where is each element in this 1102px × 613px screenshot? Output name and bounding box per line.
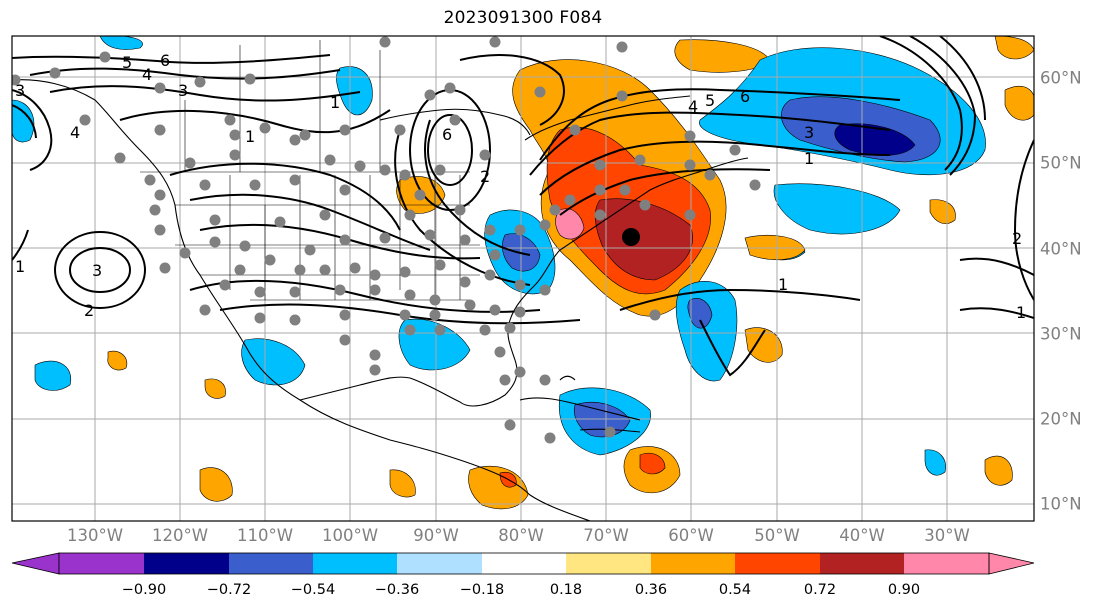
lat-label: 60°N — [1040, 68, 1082, 88]
lon-label: 80°W — [498, 526, 544, 545]
cold-anomaly-band-core — [834, 123, 916, 156]
contour-label: 5 — [122, 53, 132, 72]
contour-label: 2 — [1012, 229, 1022, 248]
lat-label: 30°N — [1040, 324, 1082, 344]
contour-label: 6 — [160, 51, 170, 70]
cold-anomaly-pacific — [34, 360, 72, 391]
colorbar-high-arrow — [988, 552, 1035, 575]
lat-label: 10°N — [1040, 494, 1082, 514]
lon-label: 50°W — [754, 526, 800, 545]
contour-label: 5 — [705, 91, 715, 110]
warm-anomaly-north — [674, 39, 771, 73]
colorbar-tick-label: −0.18 — [459, 582, 505, 598]
colorbar-segment — [820, 553, 904, 574]
warm-anomaly-caribbean-core — [639, 452, 666, 475]
colorbar-tick-label: −0.54 — [290, 582, 336, 598]
cold-anomaly-mexico — [241, 338, 306, 386]
station-dots — [12, 36, 761, 444]
colorbar-segment — [229, 553, 313, 574]
coastlines — [12, 79, 749, 521]
colorbar-segment — [397, 553, 482, 574]
graticule — [12, 36, 1034, 521]
storm-center-marker — [622, 228, 640, 246]
colorbar-tick-label: 0.18 — [549, 582, 583, 598]
lon-label: 70°W — [583, 526, 629, 545]
contour-label: 1 — [804, 149, 814, 168]
colorbar — [11, 552, 1035, 575]
lon-label: 110°W — [236, 526, 294, 545]
colorbar-segment — [566, 553, 651, 574]
warm-anomaly-pac — [199, 467, 233, 502]
lon-label: 40°W — [839, 526, 885, 545]
warm-anomaly-midatl — [744, 235, 806, 260]
warm-anomaly-east3 — [984, 455, 1013, 486]
lon-label: 130°W — [66, 526, 124, 545]
colorbar-tick-label: −0.72 — [206, 582, 252, 598]
contour-label: 1 — [778, 275, 788, 294]
cold-anomaly-caribbean-core — [573, 402, 631, 438]
contour-label: 4 — [688, 97, 698, 116]
colorbar-tick-label: 0.90 — [887, 582, 921, 598]
contour-label: 4 — [70, 123, 80, 142]
colorbar-segment — [144, 553, 229, 574]
warm-anomaly-small2 — [107, 350, 128, 371]
warm-anomaly-pac2 — [389, 469, 416, 498]
contour-label: 4 — [142, 65, 152, 84]
cold-anomaly-bc — [336, 66, 373, 116]
colorbar-segment — [313, 553, 397, 574]
warm-anomaly-peak — [594, 198, 693, 281]
colorbar-tick-label: 0.72 — [803, 582, 837, 598]
lon-label: 100°W — [321, 526, 379, 545]
lon-label: 30°W — [924, 526, 970, 545]
warm-anomaly-pink — [555, 208, 585, 240]
colorbar-low-arrow — [11, 552, 60, 575]
warm-anomaly-small1 — [204, 378, 226, 399]
colorbar-tick-label: 0.54 — [718, 582, 752, 598]
colorbar-segment — [735, 553, 820, 574]
contour-label: 1 — [15, 257, 25, 276]
lat-label: 40°N — [1040, 239, 1082, 259]
contour-label: 1 — [1016, 303, 1026, 322]
contour-label: 2 — [84, 301, 94, 320]
contour-label: 3 — [92, 261, 102, 280]
contour-label-group: 5 6 4 3 1 3 2 1 3 4 6 2 4 5 6 3 1 1 2 1 … — [15, 51, 1026, 322]
contour-label: 3 — [15, 81, 25, 100]
cold-anomaly-midatlantic — [773, 183, 901, 235]
contour-label: 6 — [442, 125, 452, 144]
contour-label: 6 — [740, 87, 750, 106]
lon-label: 60°W — [668, 526, 714, 545]
contour-label: 3 — [804, 123, 814, 142]
lat-label: 50°N — [1040, 153, 1082, 173]
contour-label: 1 — [245, 127, 255, 146]
contour-label: 2 — [480, 167, 490, 186]
contour-label: 3 — [178, 81, 188, 100]
cold-anomaly-atlantic-core — [687, 298, 713, 329]
colorbar-tick-label: −0.90 — [121, 582, 167, 598]
colorbar-segment — [904, 553, 989, 574]
map-frame — [11, 35, 1035, 522]
colorbar-tick-label: 0.36 — [634, 582, 668, 598]
lon-label: 90°W — [413, 526, 459, 545]
cold-anomaly-gulf — [398, 318, 471, 371]
lat-label: 20°N — [1040, 409, 1082, 429]
cold-anomaly-east — [924, 449, 946, 476]
pressure-contours — [12, 36, 1034, 377]
map-panel: 5 6 4 3 1 3 2 1 3 4 6 2 4 5 6 3 1 1 2 1 … — [12, 36, 1034, 521]
map-title: 2023091300 F084 — [443, 8, 603, 28]
colorbar-segment — [482, 553, 566, 574]
lon-label: 120°W — [151, 526, 209, 545]
contour-label: 1 — [330, 93, 340, 112]
colorbar-segment — [651, 553, 735, 574]
colorbar-tick-label: −0.36 — [374, 582, 420, 598]
warm-anomaly-central-atl — [744, 327, 783, 363]
shaded-anomalies — [12, 36, 1034, 510]
warm-anomaly-far-east — [1004, 85, 1034, 121]
colorbar-segment — [59, 553, 144, 574]
cold-anomaly-alaska — [12, 99, 35, 143]
warm-anomaly-east2 — [929, 199, 956, 224]
